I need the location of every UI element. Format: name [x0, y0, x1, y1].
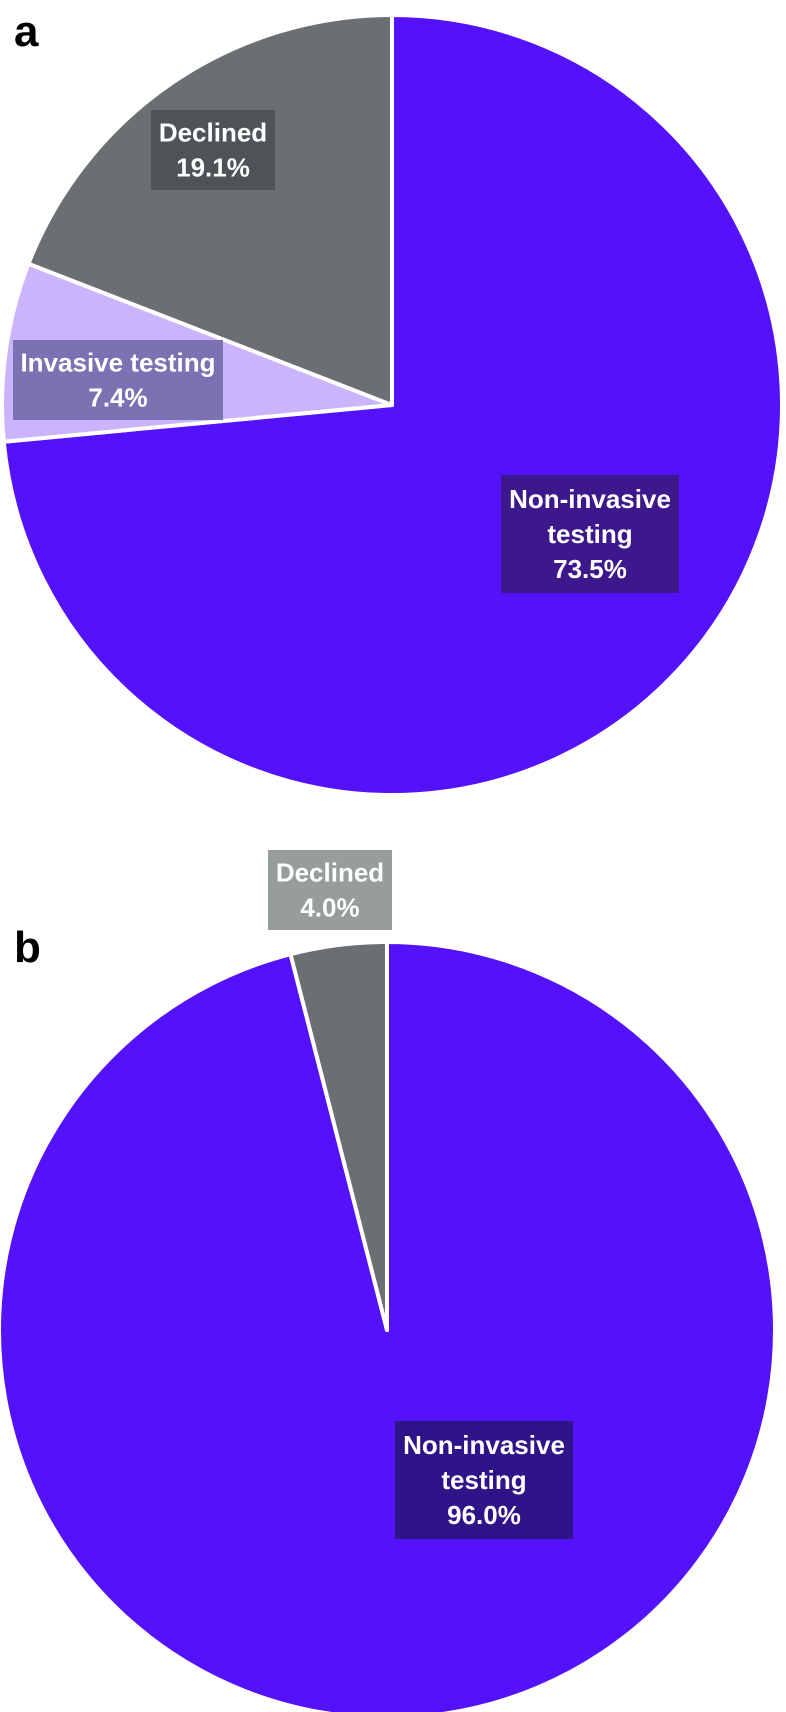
data-label-box	[13, 340, 223, 420]
data-label: Invasive testing 7.4%	[13, 340, 223, 420]
data-label-text: 7.4%	[88, 383, 147, 413]
slices-b	[0, 940, 777, 1712]
data-label: Non-invasive testing 73.5%	[501, 475, 679, 593]
data-label-text: Non-invasive	[403, 1430, 565, 1460]
data-label-text: 73.5%	[553, 554, 627, 584]
panel-label-a: a	[14, 7, 39, 56]
panel-label-b: b	[14, 923, 41, 972]
data-label-text: 19.1%	[176, 153, 250, 183]
data-label-text: 96.0%	[447, 1500, 521, 1530]
data-label-text: Invasive testing	[20, 348, 215, 378]
data-label-box	[501, 475, 679, 593]
data-label-text: Declined	[159, 118, 267, 148]
data-label-box	[268, 850, 392, 930]
data-label: Non-invasive testing 96.0%	[395, 1421, 573, 1539]
data-label-box	[395, 1421, 573, 1539]
data-label-text: testing	[441, 1465, 526, 1495]
data-label: Declined 19.1%	[151, 110, 275, 190]
data-label-text: testing	[547, 519, 632, 549]
pie-slice	[288, 940, 389, 1332]
pie-slice	[26, 13, 394, 407]
data-label: Declined 4.0%	[268, 850, 392, 930]
labels-b: Non-invasive testing 96.0% Declined 4.0%	[268, 850, 573, 1539]
data-label-text: Declined	[276, 858, 384, 888]
data-label-text: Non-invasive	[509, 484, 671, 514]
pie-chart-a: a Non-invasive testing 73.5% Invasive testi…	[0, 7, 784, 797]
pie-chart-b: b Non-invasive testing 96.0% Declined 4.0%	[0, 850, 777, 1712]
data-label-text: 4.0%	[300, 893, 359, 923]
labels-a: Non-invasive testing 73.5% Invasive testing…	[13, 110, 679, 593]
data-label-box	[151, 110, 275, 190]
